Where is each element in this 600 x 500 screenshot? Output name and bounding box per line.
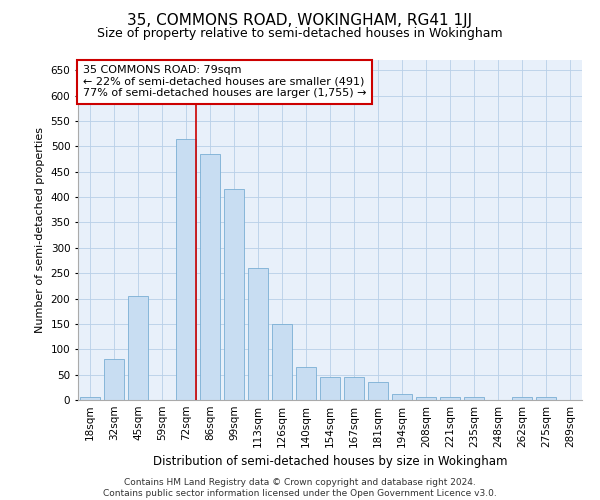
- Bar: [224, 190, 244, 400]
- Text: Contains HM Land Registry data © Crown copyright and database right 2024.
Contai: Contains HM Land Registry data © Crown c…: [103, 478, 497, 498]
- Text: 35, COMMONS ROAD, WOKINGHAM, RG41 1JJ: 35, COMMONS ROAD, WOKINGHAM, RG41 1JJ: [127, 12, 473, 28]
- Bar: [392, 394, 412, 400]
- Bar: [104, 360, 124, 400]
- Bar: [512, 398, 532, 400]
- Bar: [128, 296, 148, 400]
- Bar: [416, 398, 436, 400]
- Bar: [176, 138, 196, 400]
- Bar: [272, 324, 292, 400]
- Text: Size of property relative to semi-detached houses in Wokingham: Size of property relative to semi-detach…: [97, 28, 503, 40]
- Bar: [368, 382, 388, 400]
- Text: 35 COMMONS ROAD: 79sqm
← 22% of semi-detached houses are smaller (491)
77% of se: 35 COMMONS ROAD: 79sqm ← 22% of semi-det…: [83, 65, 367, 98]
- Bar: [464, 398, 484, 400]
- Bar: [536, 398, 556, 400]
- Bar: [440, 398, 460, 400]
- Bar: [344, 377, 364, 400]
- X-axis label: Distribution of semi-detached houses by size in Wokingham: Distribution of semi-detached houses by …: [153, 456, 507, 468]
- Bar: [248, 268, 268, 400]
- Bar: [80, 398, 100, 400]
- Y-axis label: Number of semi-detached properties: Number of semi-detached properties: [35, 127, 45, 333]
- Bar: [296, 367, 316, 400]
- Bar: [320, 377, 340, 400]
- Bar: [200, 154, 220, 400]
